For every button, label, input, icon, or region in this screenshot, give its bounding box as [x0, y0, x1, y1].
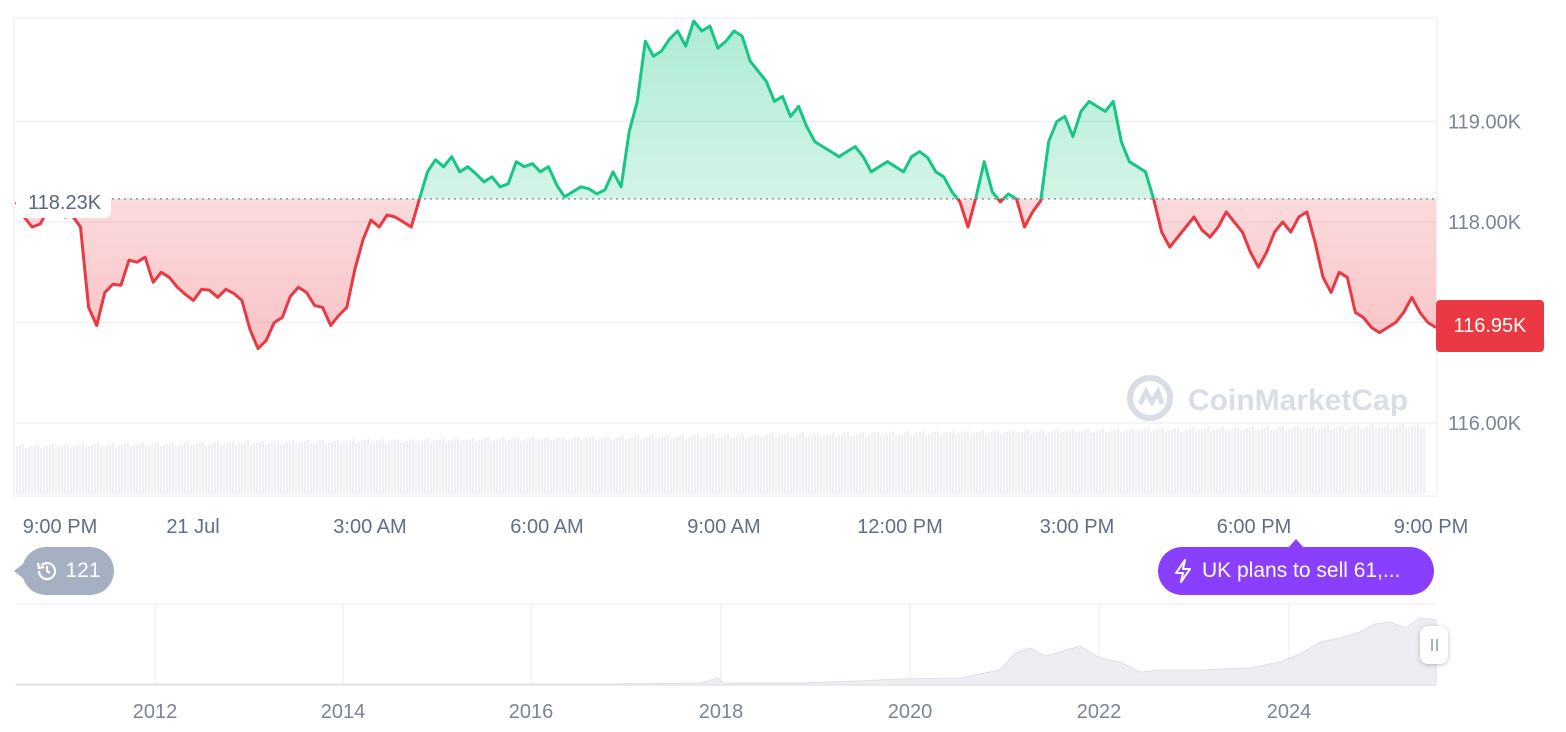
- navigator-area: [15, 617, 1437, 686]
- x-tick-label: 6:00 AM: [510, 516, 583, 538]
- navigator-handle[interactable]: [1420, 626, 1448, 664]
- x-tick-label: 9:00 PM: [1394, 516, 1468, 538]
- reference-price-label: 118.23K: [16, 188, 112, 218]
- navigator-tick-label: 2014: [321, 701, 366, 723]
- area-above-reference: [419, 21, 1154, 199]
- watermark: CoinMarketCap: [1188, 384, 1408, 417]
- news-headline: UK plans to sell 61,...: [1202, 559, 1401, 582]
- x-tick-label: 6:00 PM: [1217, 516, 1291, 538]
- history-button[interactable]: 121: [14, 547, 114, 595]
- current-price-badge: 116.95K: [1436, 300, 1544, 352]
- price-line-down: [14, 198, 1437, 351]
- x-tick-label: 3:00 AM: [333, 516, 406, 538]
- y-tick-label: 119.00K: [1448, 112, 1522, 134]
- price-line-up: [417, 19, 1156, 199]
- y-tick-label: 118.00K: [1448, 212, 1522, 234]
- x-tick-label: 9:00 PM: [23, 516, 97, 538]
- range-navigator: [15, 603, 1437, 686]
- volume-bars: [16, 424, 1426, 494]
- x-tick-label: 21 Jul: [166, 516, 219, 538]
- news-pointer: [1288, 539, 1304, 548]
- news-button[interactable]: UK plans to sell 61,...: [1158, 547, 1434, 595]
- navigator-tick-label: 2016: [509, 701, 554, 723]
- navigator-tick-label: 2024: [1267, 701, 1312, 723]
- lightning-icon: [1175, 559, 1191, 583]
- history-icon: [37, 562, 57, 581]
- area-below-reference: [16, 198, 1436, 349]
- x-tick-label: 9:00 AM: [687, 516, 760, 538]
- navigator-tick-label: 2012: [133, 701, 178, 723]
- watermark-logo-icon: [1127, 375, 1173, 421]
- history-count: 121: [65, 559, 101, 582]
- navigator-tick-label: 2018: [699, 701, 744, 723]
- x-tick-label: 3:00 PM: [1040, 516, 1114, 538]
- navigator-tick-label: 2020: [888, 701, 933, 723]
- x-tick-label: 12:00 PM: [857, 516, 943, 538]
- navigator-tick-label: 2022: [1077, 701, 1122, 723]
- y-tick-label: 116.00K: [1448, 413, 1522, 435]
